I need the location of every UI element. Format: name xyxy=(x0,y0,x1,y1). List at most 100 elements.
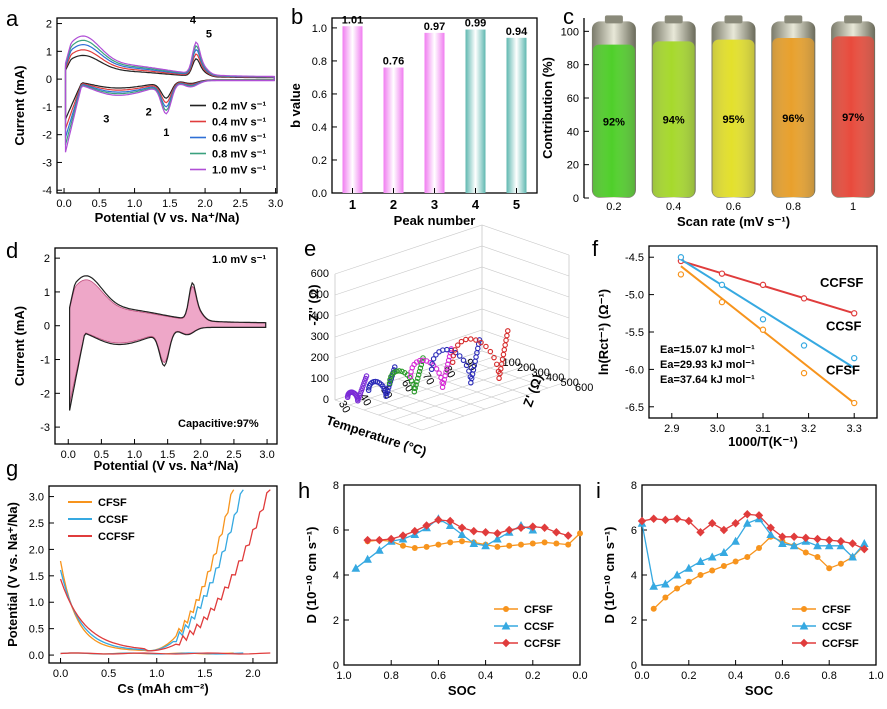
x-axis-label: Cs (mAh cm⁻²) xyxy=(117,681,208,696)
plot-frame xyxy=(54,247,278,445)
data-point xyxy=(759,281,767,289)
y-tick-label: 8 xyxy=(631,480,637,492)
bar xyxy=(383,67,404,193)
data-point xyxy=(707,519,717,528)
legend-label: CFSF xyxy=(822,604,851,616)
eis-point xyxy=(383,393,389,399)
eis-point xyxy=(396,368,403,374)
eis-point xyxy=(386,380,393,386)
y-tick-label: -6.0 xyxy=(625,364,644,376)
series-line xyxy=(367,519,569,541)
y-tick-label: 0.0 xyxy=(312,188,327,200)
x-tick-label: 1.0 xyxy=(127,198,142,210)
y-tick-label: 3.0 xyxy=(29,492,44,504)
peak-label: 5 xyxy=(206,29,212,41)
discharge-curve xyxy=(60,652,271,655)
charge-curve xyxy=(59,489,271,652)
x-tick-label: 1.5 xyxy=(162,198,177,210)
data-point xyxy=(518,541,524,548)
fit-line xyxy=(680,265,855,404)
legend-label: CCSF xyxy=(822,621,852,633)
temp-tick-label: 60 xyxy=(399,378,416,395)
y-tick-label: 1 xyxy=(44,287,50,299)
data-point xyxy=(469,526,479,536)
bar xyxy=(342,26,363,194)
grid-line xyxy=(378,365,526,416)
grid-line xyxy=(439,364,528,396)
x-tick-label: 2.0 xyxy=(197,198,212,210)
y-tick-label: 0 xyxy=(333,660,339,672)
eis-point xyxy=(420,355,426,361)
zprime-tick-label: 600 xyxy=(575,382,593,394)
eis-point xyxy=(473,354,479,360)
y-tick-label: 0 xyxy=(44,321,50,333)
x-tick-label: 0.8 xyxy=(822,670,837,682)
y-tick-label: -3 xyxy=(42,157,52,169)
capacitive-area xyxy=(69,279,267,404)
data-point xyxy=(836,537,846,546)
legend-label: CCSF xyxy=(524,621,554,633)
x-tick-label: 2.0 xyxy=(245,668,260,680)
x-tick-label: 1.0 xyxy=(336,670,351,682)
data-point xyxy=(801,533,811,543)
data-point xyxy=(481,541,490,550)
data-point xyxy=(565,541,572,548)
panel-letter: h xyxy=(298,478,310,503)
y-tick-label: 0.0 xyxy=(29,650,44,662)
legend-label: CFSF xyxy=(98,497,127,509)
bar-value-label: 95% xyxy=(722,114,744,126)
z-tick-label: 200 xyxy=(311,352,329,364)
data-point xyxy=(386,534,396,544)
y-axis-label: Current (mA) xyxy=(12,65,27,145)
grid-line xyxy=(334,245,570,296)
data-point xyxy=(742,518,752,527)
eis-point xyxy=(416,357,423,364)
y-tick-label: -2 xyxy=(42,130,52,142)
data-point xyxy=(802,549,809,556)
bar-value-label: 96% xyxy=(782,113,804,125)
data-point xyxy=(363,535,372,545)
eis-point xyxy=(415,375,421,381)
data-point xyxy=(801,606,807,612)
data-point xyxy=(799,638,809,648)
battery-cap xyxy=(664,15,683,24)
x-tick-label: 0.2 xyxy=(525,670,540,682)
data-point xyxy=(836,541,846,550)
y-tick-label: -5.0 xyxy=(625,290,644,302)
y-tick-label: -2 xyxy=(40,388,50,400)
grid-line xyxy=(407,375,555,426)
grid-line xyxy=(418,371,507,403)
eis-point xyxy=(385,387,391,394)
x-tick-label: 0.0 xyxy=(634,670,649,682)
x-axis-label: Potential (V vs. Na⁺/Na) xyxy=(94,458,239,473)
x-tick-label: 1 xyxy=(850,201,856,213)
data-point xyxy=(696,528,705,537)
data-point xyxy=(650,605,657,612)
legend-label: 0.6 mV s⁻¹ xyxy=(212,133,266,145)
y-axis-label: Current (mA) xyxy=(12,306,27,386)
eis-point xyxy=(496,375,502,381)
data-point xyxy=(800,295,808,302)
z-tick-label: 100 xyxy=(311,373,329,385)
data-point xyxy=(457,523,467,532)
y-axis-label: Contribution (%) xyxy=(540,57,555,159)
x-tick-label: 3.1 xyxy=(755,423,770,435)
x-tick-label: 2 xyxy=(390,197,397,212)
x-tick-label: 2.9 xyxy=(664,423,679,435)
panel-letter: b xyxy=(291,4,303,29)
y-tick-label: 40 xyxy=(567,126,579,138)
data-point xyxy=(707,552,717,561)
grid-line xyxy=(334,399,423,431)
data-point xyxy=(800,342,808,349)
eis-point xyxy=(412,385,418,392)
eis-point xyxy=(478,339,484,346)
eis-point xyxy=(415,372,422,378)
data-point xyxy=(719,525,729,535)
y-tick-label: -6.5 xyxy=(625,402,644,414)
x-tick-label: 3.0 xyxy=(268,198,283,210)
y-tick-label: 2.5 xyxy=(29,518,44,530)
eis-point xyxy=(483,343,489,350)
bar-value-label: 0.97 xyxy=(424,21,445,33)
y-tick-label: 2 xyxy=(631,615,637,627)
